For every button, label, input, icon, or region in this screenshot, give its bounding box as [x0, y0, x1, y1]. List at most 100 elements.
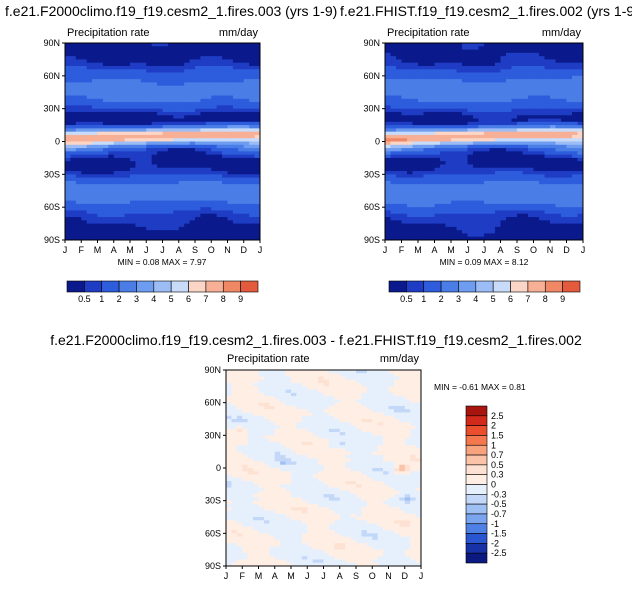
field-cell: [307, 379, 314, 384]
field-cell: [550, 167, 556, 172]
field-cell: [412, 141, 419, 146]
field-cell: [75, 98, 82, 103]
field-cell: [195, 46, 201, 50]
field-cell: [440, 111, 446, 116]
field-cell: [167, 52, 174, 57]
field-cell: [396, 226, 402, 231]
field-cell: [418, 217, 424, 221]
field-cell: [254, 236, 261, 241]
field-cell: [178, 200, 185, 205]
x-tick-label: J: [144, 245, 149, 255]
field-cell: [135, 220, 142, 224]
field-cell: [434, 131, 441, 136]
field-cell: [243, 59, 250, 64]
field-cell: [561, 65, 567, 70]
field-cell: [489, 230, 496, 234]
field-cell: [561, 134, 567, 139]
field-cell: [195, 69, 201, 73]
field-cell: [162, 92, 169, 96]
field-cell: [522, 111, 529, 116]
field-cell: [423, 138, 430, 142]
field-cell: [81, 141, 88, 146]
field-cell: [451, 167, 457, 172]
field-cell: [434, 207, 441, 211]
field-cell: [157, 115, 163, 119]
field-cell: [533, 141, 540, 146]
field-cell: [211, 154, 218, 159]
field-cell: [350, 370, 357, 374]
field-cell: [423, 230, 430, 234]
field-cell: [146, 138, 153, 142]
field-cell: [102, 180, 109, 185]
field-cell: [489, 98, 496, 103]
field-cell: [399, 370, 406, 374]
field-cell: [178, 177, 185, 182]
field-cell: [385, 111, 391, 116]
field-cell: [489, 194, 496, 198]
field-cell: [227, 56, 234, 60]
field-cell: [75, 174, 82, 179]
field-cell: [178, 233, 185, 238]
field-cell: [81, 174, 88, 179]
field-cell: [467, 134, 474, 139]
field-cell: [377, 396, 384, 400]
field-cell: [412, 75, 419, 80]
field-cell: [296, 383, 303, 387]
field-cell: [189, 59, 196, 64]
field-cell: [350, 386, 357, 390]
field-cell: [478, 236, 485, 241]
field-cell: [478, 220, 485, 224]
field-cell: [451, 56, 457, 60]
field-cell: [478, 164, 485, 169]
field-cell: [415, 412, 422, 417]
field-cell: [178, 230, 185, 234]
field-cell: [243, 210, 250, 215]
field-cell: [173, 177, 180, 182]
field-cell: [151, 46, 158, 50]
field-cell: [227, 194, 234, 198]
field-cell: [151, 157, 158, 162]
field-cell: [70, 121, 77, 126]
field-cell: [167, 88, 174, 93]
field-cell: [544, 197, 551, 201]
field-cell: [102, 161, 109, 165]
field-cell: [232, 174, 239, 179]
field-cell: [434, 197, 441, 201]
field-cell: [254, 105, 261, 110]
field-cell: [124, 115, 131, 119]
field-cell: [473, 190, 479, 195]
field-cell: [539, 177, 545, 182]
field-cell: [211, 197, 218, 201]
field-cell: [533, 105, 540, 110]
field-cell: [157, 220, 163, 224]
field-cell: [473, 180, 479, 185]
field-cell: [500, 52, 507, 57]
field-cell: [478, 95, 485, 100]
field-cell: [451, 82, 457, 87]
field-cell: [146, 220, 153, 224]
field-cell: [86, 190, 93, 195]
field-cell: [423, 233, 430, 238]
field-cell: [231, 392, 238, 397]
field-cell: [539, 82, 545, 87]
field-cell: [97, 154, 104, 159]
field-cell: [65, 226, 71, 231]
field-cell: [418, 194, 424, 198]
field-cell: [473, 128, 479, 133]
field-cell: [522, 125, 529, 129]
field-cell: [92, 151, 98, 156]
field-cell: [280, 386, 286, 390]
field-cell: [429, 52, 435, 57]
field-cell: [561, 72, 567, 77]
field-cell: [162, 144, 169, 149]
field-cell: [222, 233, 228, 238]
field-cell: [393, 399, 400, 404]
field-cell: [108, 167, 115, 172]
field-cell: [328, 402, 335, 407]
field-cell: [216, 190, 223, 195]
field-cell: [216, 72, 223, 77]
field-cell: [102, 85, 109, 90]
field-cell: [195, 118, 201, 123]
field-cell: [473, 203, 479, 208]
